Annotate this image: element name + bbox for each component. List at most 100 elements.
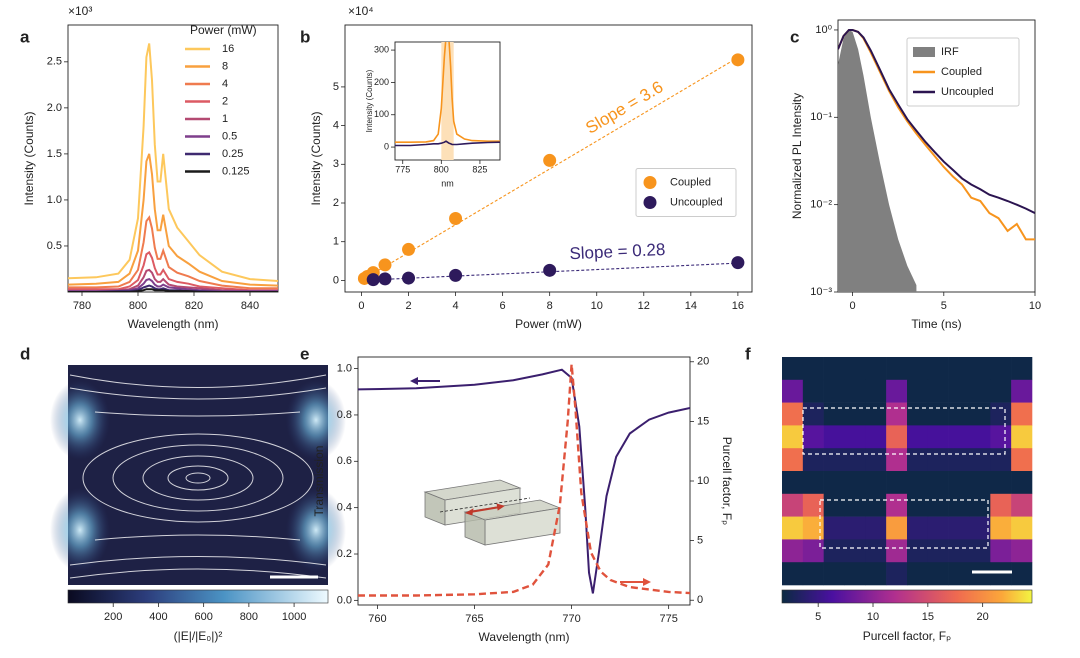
y2-tick-label: 5 bbox=[697, 535, 703, 547]
heatmap-cell bbox=[907, 471, 929, 495]
heatmap-cell bbox=[1011, 402, 1033, 426]
plot-frame bbox=[344, 24, 753, 293]
y-tick-label: 200 bbox=[374, 77, 389, 87]
y-tick-label: 0.8 bbox=[337, 409, 352, 421]
y-tick-label: 10⁻² bbox=[810, 199, 832, 211]
point bbox=[543, 153, 557, 167]
fit-annotation: Slope = 3.6 bbox=[582, 77, 666, 137]
heatmap-cell bbox=[865, 493, 887, 517]
legend-label: 16 bbox=[222, 43, 234, 55]
heatmap-cell bbox=[886, 379, 908, 403]
heatmap-cell bbox=[927, 357, 949, 381]
y-tick-label: 3 bbox=[333, 158, 339, 170]
point bbox=[378, 272, 392, 286]
heatmap-cell bbox=[990, 357, 1012, 381]
x-axis-label: Power (mW) bbox=[515, 317, 582, 331]
heatmap-cell bbox=[948, 493, 970, 517]
x-tick-label: 840 bbox=[241, 300, 259, 312]
y-axis-label: Intensity (Counts) bbox=[22, 111, 36, 205]
line bbox=[68, 250, 278, 292]
heatmap-cell bbox=[823, 357, 845, 381]
x-axis-label: Wavelength (nm) bbox=[479, 630, 570, 644]
point bbox=[366, 273, 380, 287]
x-tick-label: 600 bbox=[194, 611, 212, 623]
heatmap-cell bbox=[802, 562, 824, 586]
plot-area bbox=[357, 53, 745, 287]
point bbox=[731, 53, 745, 67]
heatmap-cell bbox=[927, 539, 949, 563]
x-tick-label: 800 bbox=[434, 164, 449, 174]
heatmap-cell bbox=[844, 448, 866, 472]
heatmap-cell bbox=[990, 425, 1012, 449]
x-tick-label: 12 bbox=[638, 300, 650, 312]
heatmap-cell bbox=[886, 539, 908, 563]
heatmap-cell bbox=[907, 448, 929, 472]
heatmap-cell bbox=[948, 539, 970, 563]
heatmap-cell bbox=[990, 448, 1012, 472]
heatmap-cell bbox=[969, 562, 991, 586]
legend-box bbox=[635, 168, 737, 217]
y-axis-label: Normalized PL Intensity bbox=[790, 93, 804, 219]
heatmap-cell bbox=[886, 448, 908, 472]
axis-multiplier: ×10³ bbox=[68, 4, 92, 18]
heatmap-cell bbox=[886, 471, 908, 495]
y-tick-label: 5 bbox=[333, 81, 339, 93]
line bbox=[358, 364, 690, 597]
heatmap-outlines bbox=[802, 407, 1012, 574]
y-tick-label: 10⁻³ bbox=[810, 286, 832, 298]
colorbar-label: Purcell factor, Fₚ bbox=[863, 629, 952, 643]
heatmap-cell bbox=[782, 425, 804, 449]
heatmap-cell bbox=[948, 448, 970, 472]
y-tick-label: 0.0 bbox=[337, 594, 352, 606]
heatmap-cell bbox=[802, 379, 824, 403]
x-tick-label: 10 bbox=[867, 611, 879, 623]
legend-marker bbox=[643, 176, 657, 189]
heatmap-cell bbox=[948, 379, 970, 403]
heatmap-cell bbox=[865, 516, 887, 540]
heatmap-cell bbox=[844, 516, 866, 540]
y-tick-label: 300 bbox=[374, 44, 389, 54]
y-tick-label: 1.5 bbox=[47, 148, 62, 160]
heatmap-cell bbox=[907, 357, 929, 381]
x-tick-label: 0 bbox=[850, 300, 856, 312]
heatmap-cell bbox=[865, 425, 887, 449]
x-tick-label: 400 bbox=[149, 611, 167, 623]
x-tick-label: 820 bbox=[185, 300, 203, 312]
inset-line bbox=[395, 140, 500, 147]
heatmap-cell bbox=[969, 539, 991, 563]
heatmap-cell bbox=[844, 402, 866, 426]
heatmap-cell bbox=[990, 539, 1012, 563]
heatmap-cell bbox=[948, 516, 970, 540]
y-tick-label: 0.6 bbox=[337, 455, 352, 467]
heatmap-cell bbox=[969, 357, 991, 381]
heatmap-cell bbox=[823, 562, 845, 586]
legend-label: 0.5 bbox=[222, 130, 237, 142]
y-axis-label: Transmission bbox=[312, 446, 326, 517]
heatmap-cell bbox=[823, 379, 845, 403]
x-axis-label: Time (ns) bbox=[911, 317, 961, 331]
legend-marker bbox=[643, 196, 657, 209]
heatmap-cell bbox=[927, 493, 949, 517]
legend-label: Coupled bbox=[670, 176, 711, 188]
heatmap-cell bbox=[823, 493, 845, 517]
heatmap-cell bbox=[844, 357, 866, 381]
y-tick-label: 2.5 bbox=[47, 56, 62, 68]
heatmap-cell bbox=[990, 379, 1012, 403]
panel-letter: e bbox=[300, 344, 309, 363]
y-tick-label: 10⁻¹ bbox=[810, 111, 832, 123]
point bbox=[378, 258, 392, 272]
heatmap-cell bbox=[907, 562, 929, 586]
x-tick-label: 770 bbox=[562, 613, 580, 625]
heatmap-cell bbox=[990, 562, 1012, 586]
heatmap-cell bbox=[1011, 357, 1033, 381]
heatmap-cell bbox=[1011, 539, 1033, 563]
heatmap-cell bbox=[969, 471, 991, 495]
legend-title: Power (mW) bbox=[190, 23, 257, 37]
heatmap-cell bbox=[865, 357, 887, 381]
heatmap-cell bbox=[823, 539, 845, 563]
heatmap-cell bbox=[823, 425, 845, 449]
line bbox=[838, 29, 1035, 214]
legend-label: 4 bbox=[222, 78, 228, 90]
plot-area bbox=[358, 364, 690, 597]
heatmap-cell bbox=[927, 471, 949, 495]
